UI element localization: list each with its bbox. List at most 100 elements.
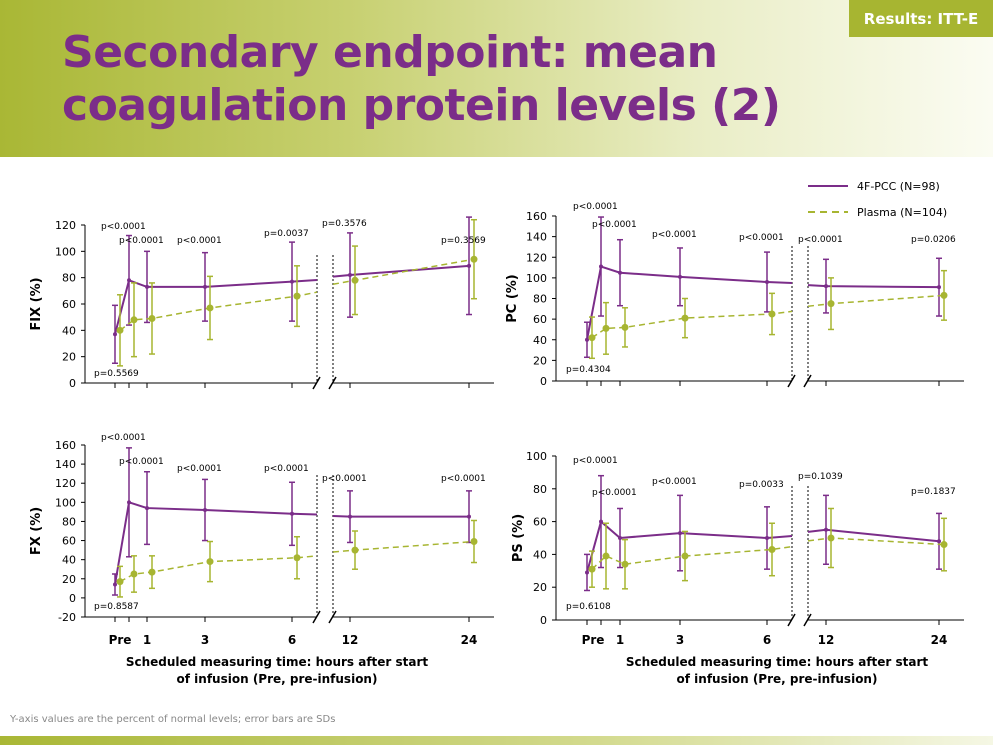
bottom-bar: [0, 736, 993, 745]
data-point-plasma: [351, 546, 359, 554]
p-value-label: p<0.0001: [573, 456, 618, 466]
data-point-plasma: [588, 565, 596, 573]
data-point-plasma: [470, 255, 478, 263]
data-point-plasma: [588, 334, 596, 342]
x-tick-label: 24: [461, 633, 478, 647]
header-band: [0, 0, 993, 157]
y-tick-label: 140: [526, 231, 547, 244]
y-tick-label: 120: [55, 219, 76, 232]
y-tick-label: 60: [62, 298, 76, 311]
p-value-label: p<0.0001: [592, 488, 637, 498]
series-line-plasma: [119, 555, 318, 583]
x-axis-label: Scheduled measuring time: hours after st…: [126, 655, 429, 669]
data-point-pcc: [618, 536, 622, 540]
data-point-plasma: [602, 552, 610, 560]
page-title: Secondary endpoint: mean coagulation pro…: [62, 27, 781, 131]
data-point-pcc: [467, 514, 471, 519]
y-tick-label: 0: [540, 614, 547, 627]
series-line-pcc: [807, 528, 940, 543]
data-point-pcc: [290, 511, 294, 516]
data-point-plasma: [681, 552, 689, 560]
data-point-pcc: [127, 278, 131, 283]
series-line-plasma: [591, 310, 793, 339]
data-point-plasma: [293, 554, 301, 562]
data-point-plasma: [470, 538, 478, 546]
p-value-label: p<0.0001: [101, 222, 146, 232]
p-value-label: p=0.5569: [94, 369, 139, 379]
p-value-label: p=0.3576: [322, 219, 367, 229]
chart-panel-2: [552, 215, 964, 388]
legend: [808, 185, 848, 213]
p-value-label: p<0.0001: [739, 233, 784, 243]
data-point-pcc: [937, 539, 941, 544]
series-line-pcc: [586, 265, 793, 340]
data-point-pcc: [203, 507, 207, 512]
y-axis-label: PC (%): [505, 274, 520, 323]
y-tick-label: 0: [69, 377, 76, 390]
x-tick-label: 1: [143, 633, 151, 647]
data-point-pcc: [599, 264, 603, 269]
x-axis-label: of infusion (Pre, pre-infusion): [177, 672, 378, 686]
y-tick-label: 100: [526, 450, 547, 463]
p-value-label: p<0.0001: [322, 474, 367, 484]
data-point-plasma: [621, 560, 629, 568]
data-point-pcc: [127, 500, 131, 505]
data-point-plasma: [351, 276, 359, 284]
p-value-label: p<0.0001: [652, 230, 697, 240]
data-point-plasma: [940, 541, 948, 549]
data-point-pcc: [145, 506, 149, 511]
chart-panel-1: [81, 216, 494, 390]
chart-panel-3: [81, 444, 494, 624]
y-axis-label: FX (%): [29, 507, 44, 555]
p-value-label: p<0.0001: [119, 236, 164, 246]
p-value-label: p=0.4304: [566, 365, 611, 375]
legend-label-plasma: Plasma (N=104): [857, 206, 947, 219]
x-tick-label: Pre: [582, 633, 605, 647]
p-value-label: p=0.1039: [798, 472, 843, 482]
data-point-pcc: [113, 582, 117, 587]
x-tick-label: 12: [818, 633, 835, 647]
series-line-pcc: [114, 501, 318, 585]
y-axis-label: FIX (%): [29, 277, 44, 330]
data-point-plasma: [621, 323, 629, 331]
p-value-label: p=0.6108: [566, 602, 611, 612]
y-tick-label: 0: [540, 375, 547, 388]
data-point-plasma: [206, 558, 214, 566]
p-value-label: p=0.8587: [94, 602, 139, 612]
data-point-plasma: [827, 300, 835, 308]
data-point-pcc: [348, 514, 352, 519]
y-tick-label: 40: [533, 548, 547, 561]
y-axis-label: PS (%): [511, 514, 526, 562]
y-tick-label: 20: [533, 581, 547, 594]
data-point-plasma: [148, 314, 156, 322]
results-badge: Results: ITT-E: [849, 0, 993, 37]
y-tick-label: 100: [526, 272, 547, 285]
p-value-label: p=0.0206: [911, 235, 956, 245]
y-tick-label: 40: [62, 324, 76, 337]
y-tick-label: 100: [55, 496, 76, 509]
axis-break-mark: [312, 376, 321, 390]
series-line-pcc: [332, 514, 469, 518]
chart-panel-4: [552, 455, 964, 627]
data-point-pcc: [145, 284, 149, 289]
y-tick-label: 0: [69, 592, 76, 605]
x-tick-label: Pre: [109, 633, 132, 647]
y-tick-label: 120: [526, 251, 547, 264]
x-tick-label: 3: [676, 633, 684, 647]
data-point-plasma: [602, 324, 610, 332]
data-point-plasma: [681, 314, 689, 322]
p-value-label: p<0.0001: [119, 457, 164, 467]
data-point-plasma: [940, 291, 948, 299]
y-tick-label: 80: [533, 483, 547, 496]
axis-break-mark: [787, 374, 796, 388]
data-point-pcc: [824, 527, 828, 532]
y-tick-label: 20: [62, 573, 76, 586]
x-tick-label: 3: [201, 633, 209, 647]
data-point-pcc: [678, 274, 682, 279]
data-point-plasma: [116, 326, 124, 334]
data-point-pcc: [203, 284, 207, 289]
p-value-label: p<0.0001: [177, 464, 222, 474]
series-line-pcc: [332, 264, 470, 278]
data-point-plasma: [768, 545, 776, 553]
p-value-label: p<0.0001: [573, 202, 618, 212]
